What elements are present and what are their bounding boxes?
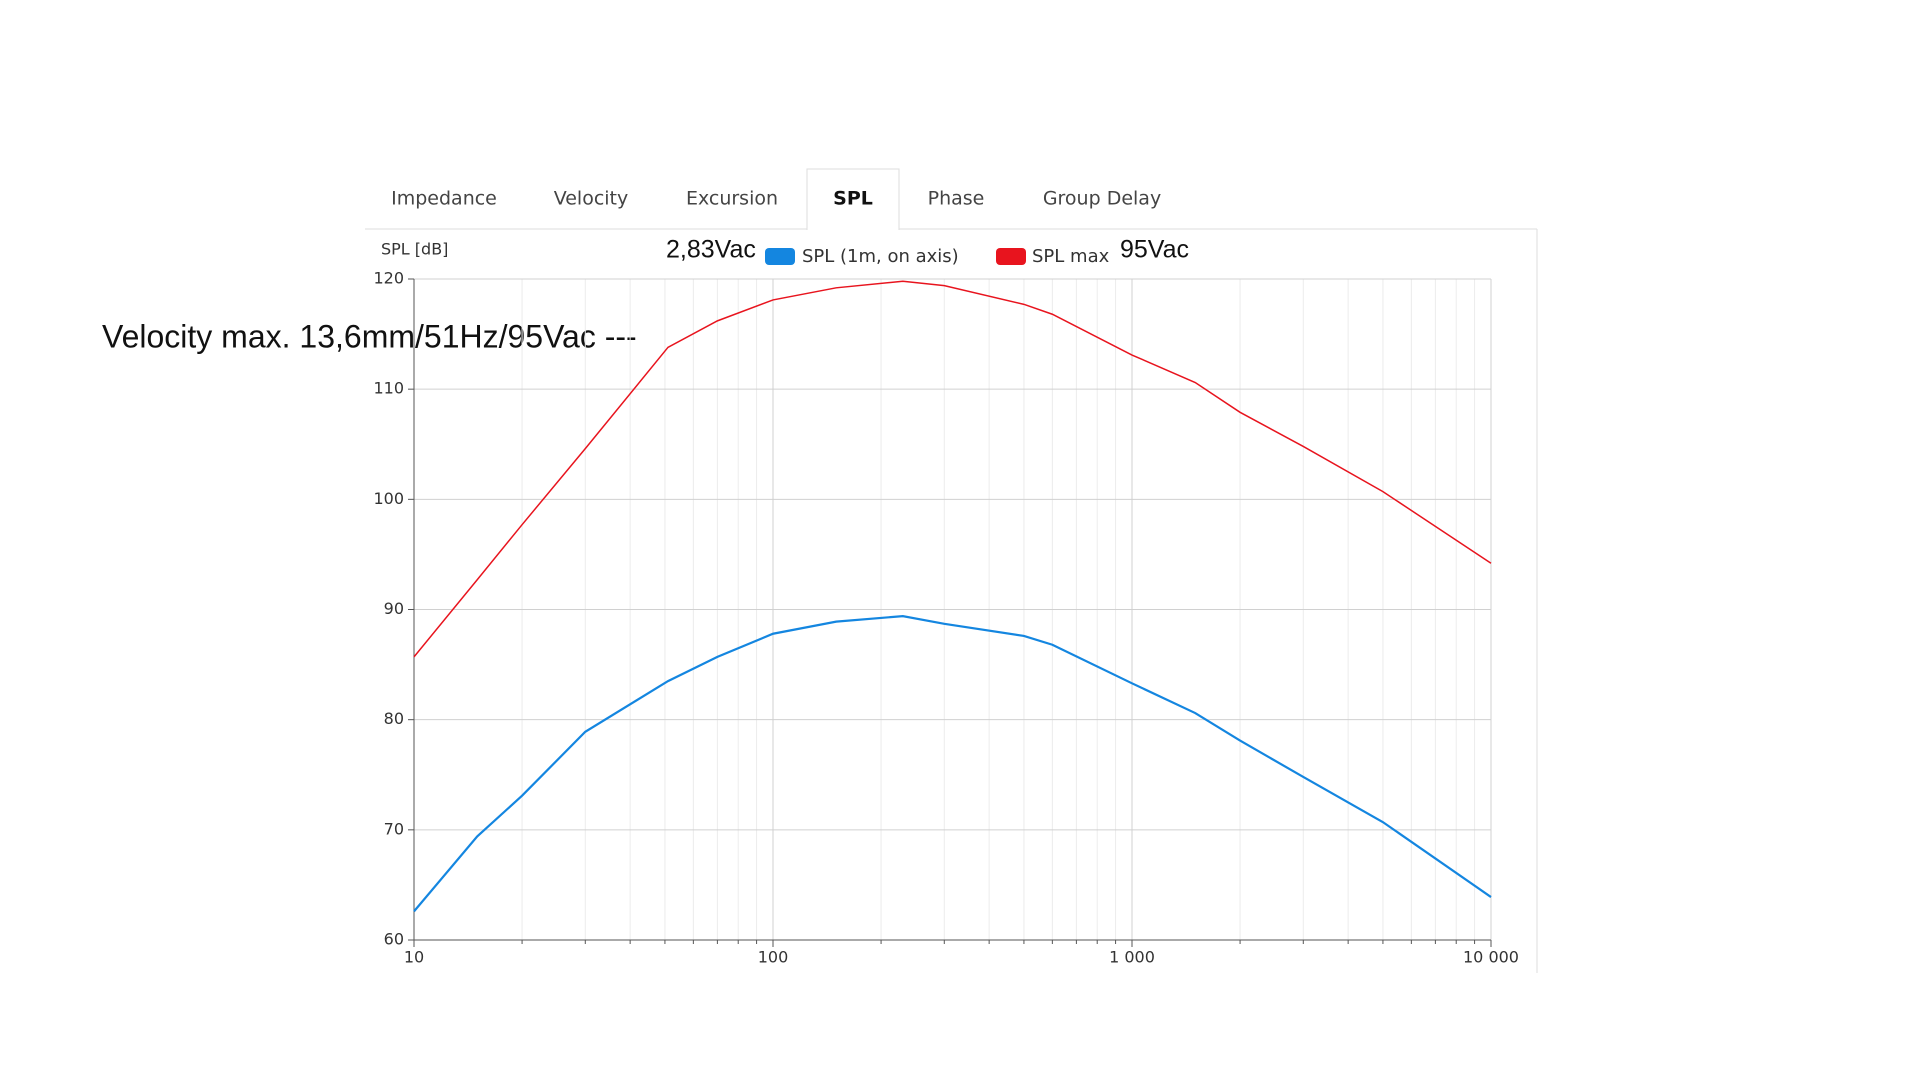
x-tick-label: 1 000 [1109, 948, 1155, 967]
y-tick-label: 60 [384, 930, 404, 949]
y-tick-label: 80 [384, 709, 404, 728]
series-line [413, 615, 1492, 913]
series-line [413, 280, 1492, 658]
y-tick-label: 100 [373, 489, 404, 508]
tab[interactable]: SPL [833, 188, 873, 210]
y-tick-label: 70 [384, 819, 404, 838]
y-tick-label: 90 [384, 599, 404, 618]
annotation: Velocity max. 13,6mm/51Hz/95Vac --- [102, 318, 637, 354]
legend-label[interactable]: SPL max [1032, 246, 1110, 267]
tab[interactable]: Excursion [686, 188, 778, 210]
legend-swatch [765, 248, 795, 265]
annotation: 2,83Vac [666, 236, 756, 264]
tab[interactable]: Velocity [554, 188, 629, 210]
annotation: 95Vac [1120, 236, 1189, 264]
tab[interactable]: Phase [928, 188, 985, 210]
active-tab [806, 168, 900, 230]
x-tick-label: 10 000 [1463, 948, 1519, 967]
x-tick-label: 100 [758, 948, 789, 967]
tab[interactable]: Impedance [391, 188, 497, 210]
x-tick-label: 10 [404, 948, 424, 967]
legend-label[interactable]: SPL (1m, on axis) [802, 246, 959, 267]
tab[interactable]: Group Delay [1043, 188, 1161, 210]
y-tick-label: 120 [373, 269, 404, 288]
y-tick-label: 110 [373, 379, 404, 398]
legend-swatch [996, 248, 1026, 265]
y-axis-label: SPL [dB] [381, 240, 448, 259]
